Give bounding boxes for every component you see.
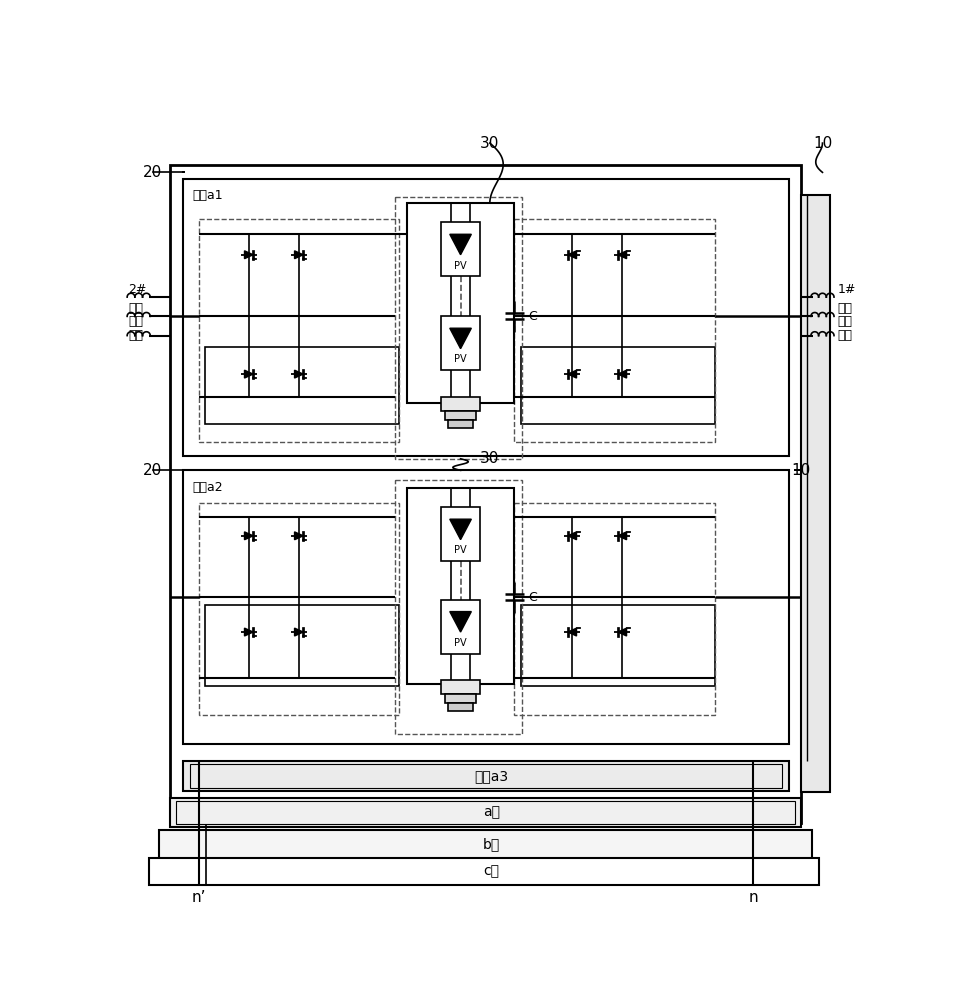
Polygon shape — [244, 370, 253, 378]
Text: 中压: 中压 — [838, 302, 853, 315]
Polygon shape — [568, 532, 577, 540]
Bar — [183, 761, 789, 791]
Text: C: C — [528, 591, 537, 604]
Bar — [520, 347, 714, 424]
Text: C: C — [528, 310, 537, 323]
Bar — [441, 507, 479, 561]
Bar — [199, 503, 399, 715]
Polygon shape — [568, 628, 577, 636]
Text: 30: 30 — [480, 136, 499, 151]
Text: b相: b相 — [482, 838, 500, 852]
Bar — [445, 694, 476, 703]
Bar — [395, 480, 522, 734]
Bar — [448, 420, 473, 428]
Polygon shape — [244, 532, 253, 540]
Bar — [183, 179, 789, 456]
Bar — [205, 605, 399, 686]
Bar — [149, 858, 818, 885]
Bar — [183, 470, 789, 744]
Text: PV: PV — [455, 261, 467, 271]
Text: 模块a2: 模块a2 — [193, 481, 223, 494]
Polygon shape — [450, 519, 472, 540]
Bar — [441, 397, 479, 411]
Bar — [159, 830, 812, 859]
Text: PV: PV — [455, 638, 467, 648]
Text: n’: n’ — [192, 890, 206, 905]
Text: 2#: 2# — [128, 283, 146, 296]
Text: n: n — [749, 890, 758, 905]
Bar — [801, 195, 830, 792]
Bar — [199, 219, 399, 442]
Text: PV: PV — [455, 354, 467, 364]
Polygon shape — [618, 628, 626, 636]
Bar — [441, 222, 479, 276]
Text: 末端: 末端 — [838, 329, 853, 342]
Bar — [395, 197, 522, 459]
Polygon shape — [294, 251, 303, 259]
Polygon shape — [450, 234, 472, 255]
Polygon shape — [450, 612, 472, 632]
Bar — [445, 411, 476, 420]
Text: 30: 30 — [480, 451, 499, 466]
Bar — [189, 764, 782, 788]
Text: 中压: 中压 — [128, 302, 143, 315]
Polygon shape — [618, 532, 626, 540]
Text: 1#: 1# — [838, 283, 857, 296]
Polygon shape — [618, 251, 626, 259]
Bar — [520, 605, 714, 686]
Text: PV: PV — [455, 545, 467, 555]
Text: 馈线: 馈线 — [838, 315, 853, 328]
Bar — [515, 503, 714, 715]
Polygon shape — [294, 532, 303, 540]
Bar — [205, 347, 399, 424]
Bar — [169, 165, 801, 823]
Bar — [407, 488, 515, 684]
Bar — [441, 680, 479, 694]
Text: c相: c相 — [483, 865, 499, 879]
Text: 20: 20 — [143, 463, 162, 478]
Text: 10: 10 — [813, 136, 832, 151]
Bar — [441, 316, 479, 370]
Text: 10: 10 — [792, 463, 811, 478]
Text: 模块a3: 模块a3 — [475, 769, 508, 783]
Text: 模块a1: 模块a1 — [193, 189, 223, 202]
Polygon shape — [244, 628, 253, 636]
Polygon shape — [568, 370, 577, 378]
Polygon shape — [294, 628, 303, 636]
Polygon shape — [450, 328, 472, 349]
Polygon shape — [294, 370, 303, 378]
Text: a相: a相 — [483, 805, 499, 819]
Text: 20: 20 — [143, 165, 162, 180]
Text: 馈线: 馈线 — [128, 315, 143, 328]
Bar — [448, 703, 473, 711]
Bar — [441, 600, 479, 654]
Bar — [169, 798, 801, 827]
Text: 末端: 末端 — [128, 329, 143, 342]
Bar — [407, 203, 515, 403]
Polygon shape — [244, 251, 253, 259]
Bar — [515, 219, 714, 442]
Polygon shape — [568, 251, 577, 259]
Polygon shape — [618, 370, 626, 378]
Bar — [176, 801, 795, 824]
